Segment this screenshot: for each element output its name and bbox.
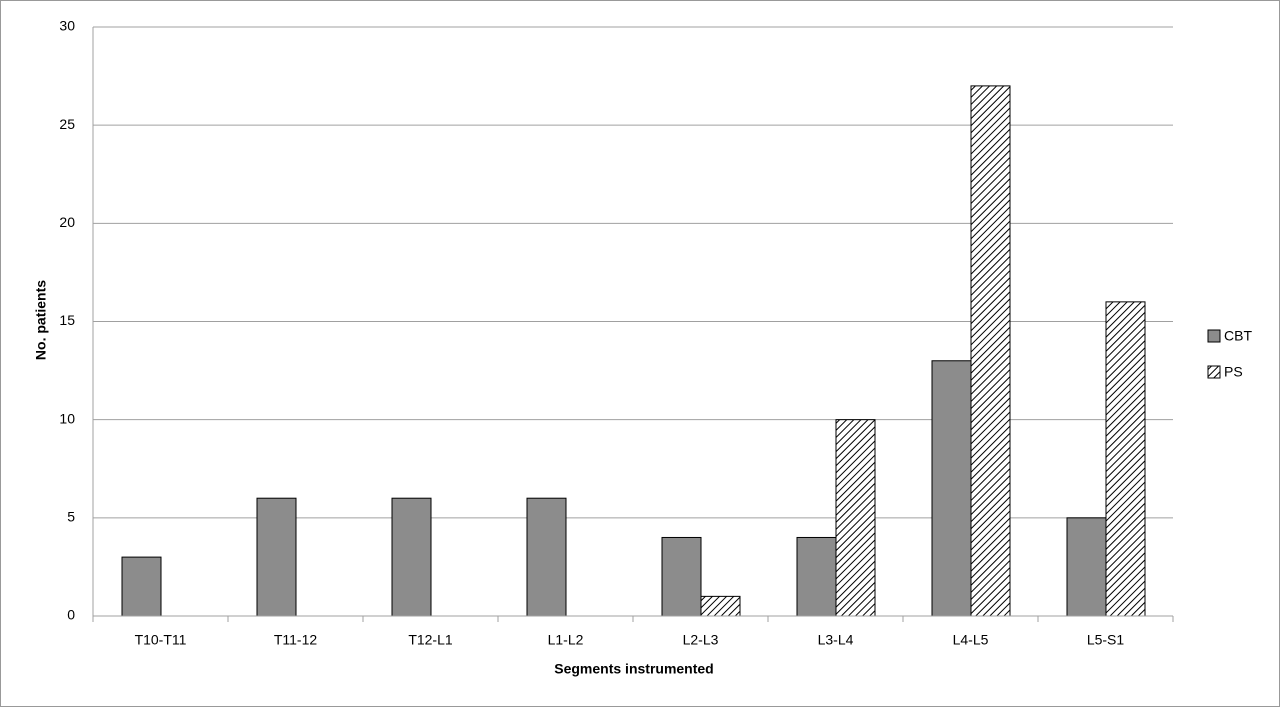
legend-label: CBT — [1224, 328, 1252, 344]
x-tick-label: T12-L1 — [408, 632, 453, 648]
bar — [835, 419, 876, 617]
bar — [931, 360, 972, 617]
bar — [526, 497, 567, 617]
bar — [1105, 301, 1146, 617]
bar — [700, 595, 741, 617]
x-tick-label: L2-L3 — [683, 632, 719, 648]
bar — [256, 497, 297, 617]
bar — [1066, 517, 1107, 617]
y-tick-label: 10 — [59, 410, 75, 426]
bar — [661, 536, 702, 617]
y-tick-label: 5 — [67, 509, 75, 525]
y-tick-label: 30 — [59, 18, 75, 34]
y-tick-label: 0 — [67, 607, 75, 623]
legend-swatch — [1207, 365, 1221, 379]
y-tick-label: 20 — [59, 214, 75, 230]
y-axis-label: No. patients — [33, 280, 49, 360]
x-tick-label: T10-T11 — [135, 632, 187, 648]
x-tick-label: L3-L4 — [818, 632, 854, 648]
legend-swatch — [1207, 329, 1221, 343]
x-tick-label: L4-L5 — [953, 632, 989, 648]
bar — [970, 85, 1011, 617]
x-axis-label: Segments instrumented — [554, 661, 713, 677]
legend-label: PS — [1224, 364, 1243, 380]
y-tick-label: 25 — [59, 116, 75, 132]
x-tick-label: T11-12 — [274, 632, 318, 648]
bar — [121, 556, 162, 617]
bar — [391, 497, 432, 617]
bar — [796, 536, 837, 617]
x-tick-label: L5-S1 — [1087, 632, 1125, 648]
y-tick-label: 15 — [59, 312, 75, 328]
x-tick-label: L1-L2 — [548, 632, 584, 648]
